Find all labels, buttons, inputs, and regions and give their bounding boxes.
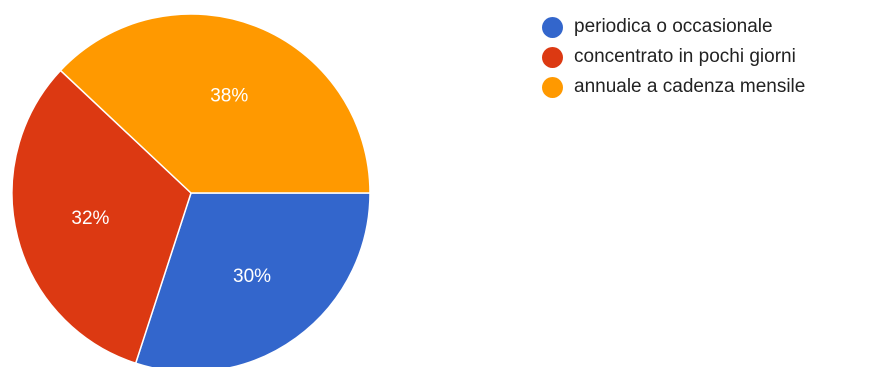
legend-swatch	[542, 46, 563, 68]
pie-slice[interactable]	[59, 13, 371, 194]
legend-label: periodica o occasionale	[574, 16, 773, 37]
pie-slices	[11, 13, 371, 372]
chart-legend: periodica o occasionale concentrato in p…	[542, 12, 805, 102]
legend-item-concentrato[interactable]: concentrato in pochi giorni	[542, 42, 805, 72]
legend-swatch	[542, 76, 563, 98]
legend-label: annuale a cadenza mensile	[574, 76, 806, 97]
legend-swatch	[542, 16, 563, 38]
pie-data-labels: 30% 32% 38%	[71, 85, 271, 287]
pie-data-label: 38%	[210, 85, 248, 106]
legend-item-annuale[interactable]: annuale a cadenza mensile	[542, 72, 805, 102]
pie-data-label: 30%	[233, 266, 271, 287]
pie-slice[interactable]	[11, 69, 192, 365]
legend-item-periodica[interactable]: periodica o occasionale	[542, 12, 805, 42]
pie-data-label: 32%	[71, 208, 109, 229]
legend-label: concentrato in pochi giorni	[574, 46, 796, 67]
